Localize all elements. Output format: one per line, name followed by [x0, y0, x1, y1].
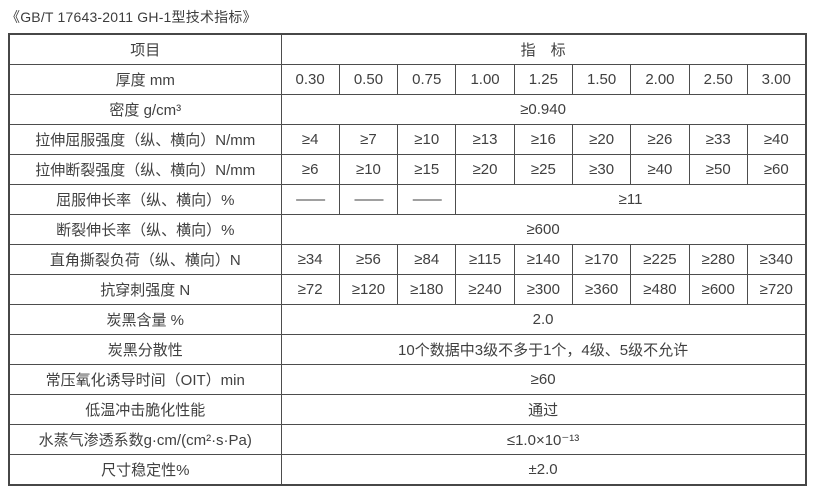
value-cell: ≥170 [571, 244, 632, 275]
value-cell: ≥340 [746, 244, 807, 275]
value-cell: ≥720 [746, 274, 807, 305]
value-cell-dash: —— [397, 184, 457, 215]
col-header-item: 项目 [8, 33, 282, 65]
table-row-water-vapor-permeability: 水蒸气渗透系数g·cm/(cm²·s·Pa) ≤1.0×10⁻¹³ [8, 424, 807, 455]
value-cell: ≥60 [280, 364, 807, 395]
table-row-carbon-black-content: 炭黑含量 % 2.0 [8, 304, 807, 335]
table-row-tensile-yield-strength: 拉伸屈服强度（纵、横向）N/mm ≥4 ≥7 ≥10 ≥13 ≥16 ≥20 ≥… [8, 124, 807, 155]
value-cell: ≥240 [455, 274, 515, 305]
value-cell: ≥40 [630, 154, 690, 185]
value-cell: ≥56 [338, 244, 399, 275]
table-row-thickness: 厚度 mm 0.30 0.50 0.75 1.00 1.25 1.50 2.00… [8, 64, 807, 95]
row-label-density: 密度 g/cm³ [8, 94, 282, 125]
value-cell: ≥225 [630, 244, 690, 275]
table-row-puncture-resistance: 抗穿刺强度 N ≥72 ≥120 ≥180 ≥240 ≥300 ≥360 ≥48… [8, 274, 807, 305]
row-label-thickness: 厚度 mm [8, 64, 282, 95]
row-label-dimensional-stability: 尺寸稳定性% [8, 454, 282, 486]
value-cell: 2.50 [688, 64, 748, 95]
value-cell: ≥280 [688, 244, 748, 275]
value-cell: ≥34 [280, 244, 340, 275]
value-cell: ≥10 [338, 154, 399, 185]
value-cell: ≥360 [571, 274, 632, 305]
value-cell: ≥7 [338, 124, 399, 155]
value-cell: ±2.0 [280, 454, 807, 486]
table-row-oit: 常压氧化诱导时间（OIT）min ≥60 [8, 364, 807, 395]
row-label-break-elongation: 断裂伸长率（纵、横向）% [8, 214, 282, 245]
value-cell: ≥25 [513, 154, 573, 185]
row-label-right-angle-tear-load: 直角撕裂负荷（纵、横向）N [8, 244, 282, 275]
value-cell: 通过 [280, 394, 807, 425]
table-row-break-elongation: 断裂伸长率（纵、横向）% ≥600 [8, 214, 807, 245]
value-cell: 0.75 [397, 64, 457, 95]
row-label-low-temp-brittleness: 低温冲击脆化性能 [8, 394, 282, 425]
value-cell: 1.00 [455, 64, 515, 95]
value-cell: ≥115 [455, 244, 515, 275]
value-cell-dash: —— [338, 184, 399, 215]
value-cell: ≤1.0×10⁻¹³ [280, 424, 807, 455]
value-cell: ≥20 [455, 154, 515, 185]
value-cell: ≥30 [571, 154, 632, 185]
table-row-right-angle-tear-load: 直角撕裂负荷（纵、横向）N ≥34 ≥56 ≥84 ≥115 ≥140 ≥170… [8, 244, 807, 275]
value-cell: ≥11 [455, 184, 807, 215]
value-cell: ≥26 [630, 124, 690, 155]
value-cell: ≥480 [630, 274, 690, 305]
value-cell: ≥50 [688, 154, 748, 185]
value-cell: ≥72 [280, 274, 340, 305]
value-cell: ≥600 [280, 214, 807, 245]
row-label-puncture-resistance: 抗穿刺强度 N [8, 274, 282, 305]
value-cell: 3.00 [746, 64, 807, 95]
value-cell: ≥120 [338, 274, 399, 305]
value-cell: ≥10 [397, 124, 457, 155]
table-row-carbon-black-dispersion: 炭黑分散性 10个数据中3级不多于1个，4级、5级不允许 [8, 334, 807, 365]
row-label-water-vapor-permeability: 水蒸气渗透系数g·cm/(cm²·s·Pa) [8, 424, 282, 455]
table-row-yield-elongation: 屈服伸长率（纵、横向）% —— —— —— ≥11 [8, 184, 807, 215]
value-cell: ≥13 [455, 124, 515, 155]
value-cell: ≥600 [688, 274, 748, 305]
value-cell: 2.0 [280, 304, 807, 335]
table-row-dimensional-stability: 尺寸稳定性% ±2.0 [8, 454, 807, 486]
table-row-header: 项目 指 标 [8, 33, 807, 65]
value-cell: ≥60 [746, 154, 807, 185]
row-label-carbon-black-content: 炭黑含量 % [8, 304, 282, 335]
value-cell: ≥20 [571, 124, 632, 155]
row-label-carbon-black-dispersion: 炭黑分散性 [8, 334, 282, 365]
row-label-tensile-yield-strength: 拉伸屈服强度（纵、横向）N/mm [8, 124, 282, 155]
value-cell: ≥4 [280, 124, 340, 155]
value-cell: ≥180 [397, 274, 457, 305]
value-cell-dash: —— [280, 184, 340, 215]
value-cell: ≥300 [513, 274, 573, 305]
value-cell: ≥33 [688, 124, 748, 155]
value-cell: 0.30 [280, 64, 340, 95]
row-label-tensile-break-strength: 拉伸断裂强度（纵、横向）N/mm [8, 154, 282, 185]
row-label-oit: 常压氧化诱导时间（OIT）min [8, 364, 282, 395]
spec-table: 项目 指 标 厚度 mm 0.30 0.50 0.75 1.00 1.25 1.… [8, 33, 807, 486]
page-title: 《GB/T 17643-2011 GH-1型技术指标》 [6, 9, 257, 25]
value-cell: 0.50 [338, 64, 399, 95]
table-row-tensile-break-strength: 拉伸断裂强度（纵、横向）N/mm ≥6 ≥10 ≥15 ≥20 ≥25 ≥30 … [8, 154, 807, 185]
value-cell: 10个数据中3级不多于1个，4级、5级不允许 [280, 334, 807, 365]
table-row-low-temp-brittleness: 低温冲击脆化性能 通过 [8, 394, 807, 425]
col-header-indicator: 指 标 [280, 33, 807, 65]
table-row-density: 密度 g/cm³ ≥0.940 [8, 94, 807, 125]
value-cell: ≥0.940 [280, 94, 807, 125]
value-cell: ≥140 [513, 244, 573, 275]
value-cell: ≥15 [397, 154, 457, 185]
value-cell: 1.50 [571, 64, 632, 95]
value-cell: ≥16 [513, 124, 573, 155]
value-cell: 1.25 [513, 64, 573, 95]
value-cell: ≥6 [280, 154, 340, 185]
value-cell: 2.00 [630, 64, 690, 95]
value-cell: ≥84 [397, 244, 457, 275]
row-label-yield-elongation: 屈服伸长率（纵、横向）% [8, 184, 282, 215]
value-cell: ≥40 [746, 124, 807, 155]
